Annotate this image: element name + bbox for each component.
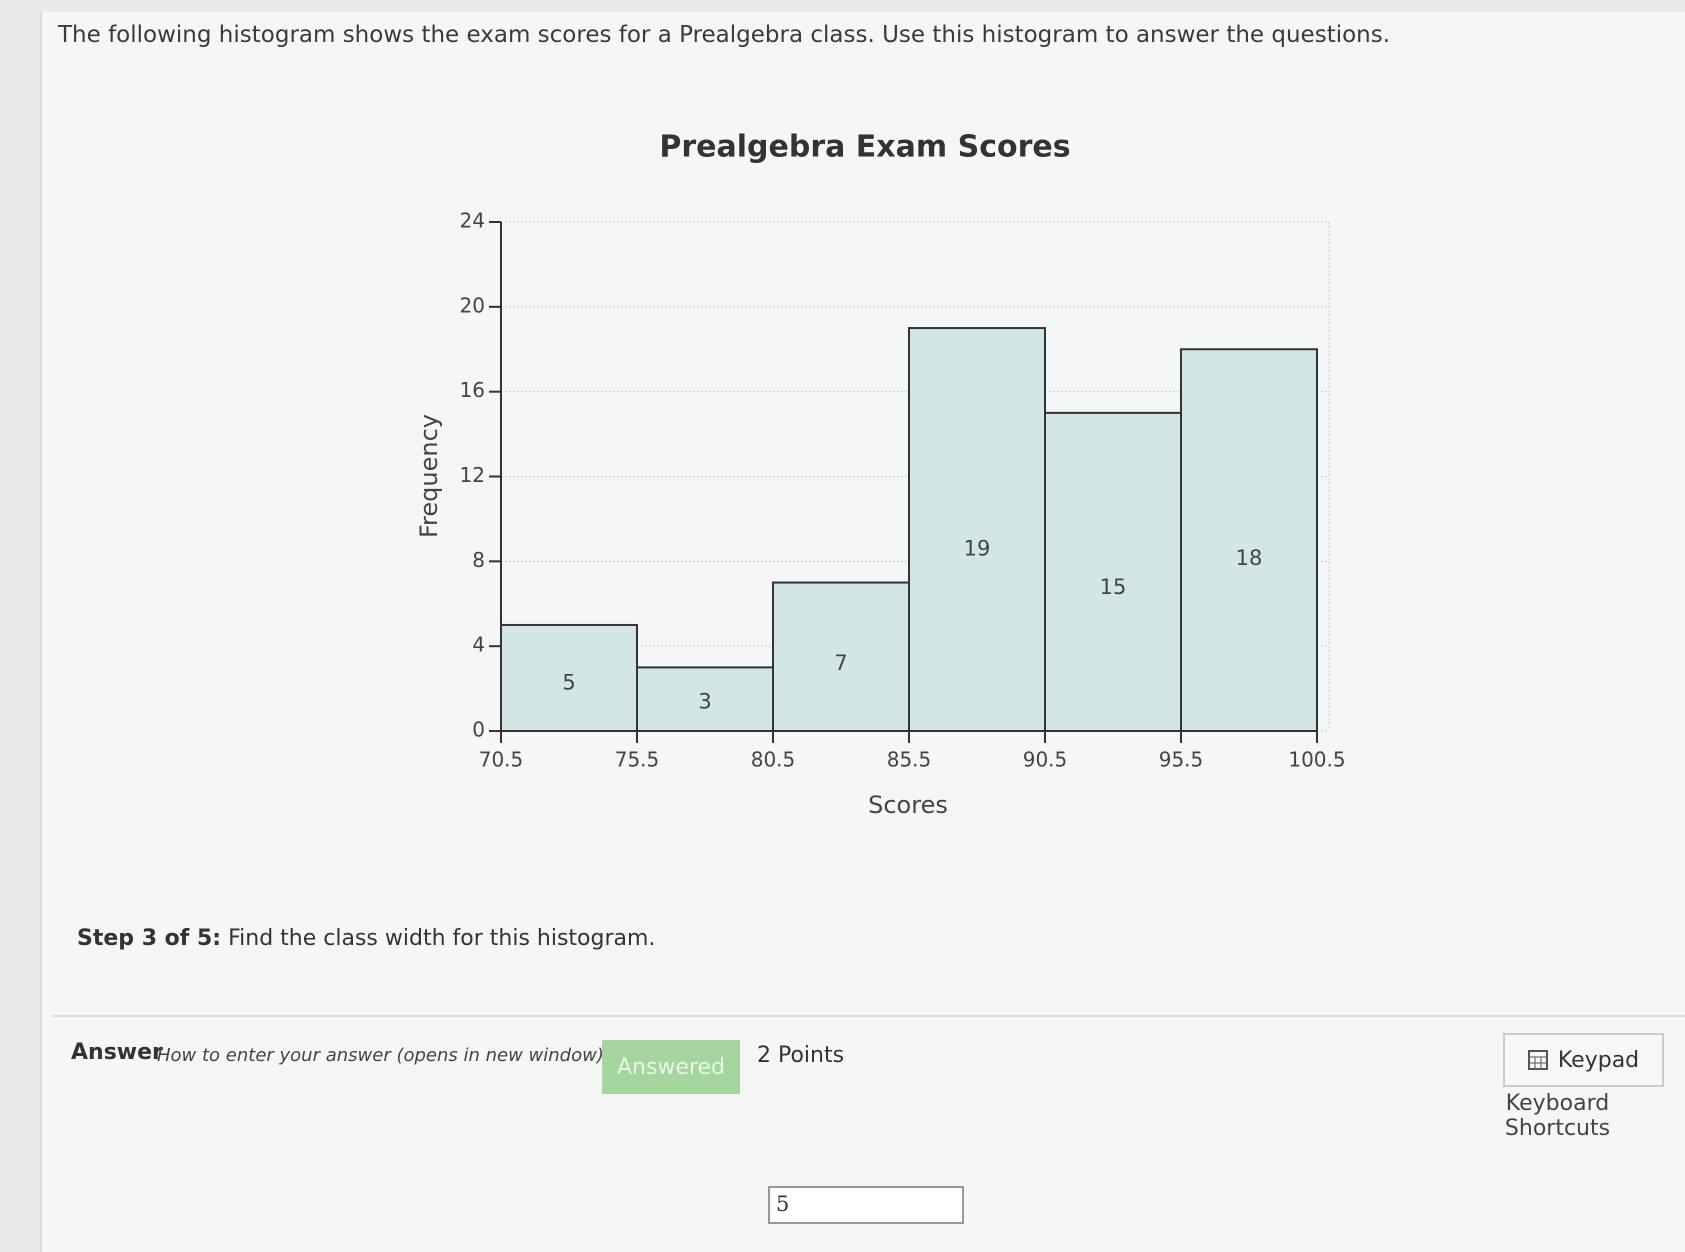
answer-input[interactable]: 5 bbox=[768, 1186, 964, 1224]
chart: Prealgebra Exam Scores Frequency Scores 0 4 8… bbox=[415, 130, 1346, 820]
step-label: Step 3 of 5: bbox=[77, 926, 222, 951]
keypad-label: Keypad bbox=[1557, 1047, 1640, 1073]
data-label: 5 bbox=[562, 670, 575, 694]
x-tick-label: 80.5 bbox=[751, 748, 796, 772]
x-tick-label: 100.5 bbox=[1288, 748, 1345, 772]
y-tick-label: 4 bbox=[472, 633, 485, 657]
y-axis-label: Frequency bbox=[415, 414, 443, 538]
answer-label: Answer bbox=[71, 1040, 163, 1065]
keypad-button[interactable]: Keypad bbox=[1503, 1033, 1664, 1087]
help-link[interactable]: How to enter your answer (opens in new w… bbox=[157, 1045, 604, 1066]
bar bbox=[1044, 411, 1182, 732]
data-label: 15 bbox=[1100, 575, 1127, 599]
x-tick-label: 90.5 bbox=[1023, 748, 1068, 772]
data-label: 18 bbox=[1236, 546, 1263, 570]
x-tick-label: 85.5 bbox=[887, 748, 932, 772]
y-tick-label: 12 bbox=[460, 463, 485, 487]
step-text: Step 3 of 5: Find the class width for th… bbox=[77, 926, 655, 951]
step-instruction: Find the class width for this histogram. bbox=[228, 926, 656, 951]
chart-title: Prealgebra Exam Scores bbox=[659, 130, 1070, 165]
question-intro: The following histogram shows the exam s… bbox=[58, 22, 1391, 48]
y-tick-label: 20 bbox=[460, 293, 485, 317]
data-label: 7 bbox=[834, 651, 847, 675]
divider bbox=[52, 1015, 1685, 1017]
points: 2 Points bbox=[757, 1043, 845, 1068]
answered-button[interactable]: Answered bbox=[602, 1040, 740, 1094]
x-tick-label: 70.5 bbox=[479, 748, 524, 772]
bar bbox=[772, 581, 910, 733]
bar bbox=[908, 327, 1046, 732]
x-tick-label: 75.5 bbox=[615, 748, 660, 772]
keyboard-shortcuts[interactable]: Keyboard Shortcuts bbox=[1504, 1091, 1611, 1141]
y-tick-label: 16 bbox=[460, 378, 485, 402]
keypad-icon bbox=[1527, 1050, 1548, 1070]
data-label: 3 bbox=[698, 689, 711, 713]
x-axis-label: Scores bbox=[868, 791, 948, 819]
data-label: 19 bbox=[964, 537, 991, 561]
x-tick-label: 95.5 bbox=[1159, 748, 1204, 772]
y-tick-label: 24 bbox=[460, 209, 485, 233]
y-tick-label: 8 bbox=[472, 548, 485, 572]
y-tick-label: 0 bbox=[472, 718, 485, 742]
bar bbox=[1180, 348, 1318, 732]
